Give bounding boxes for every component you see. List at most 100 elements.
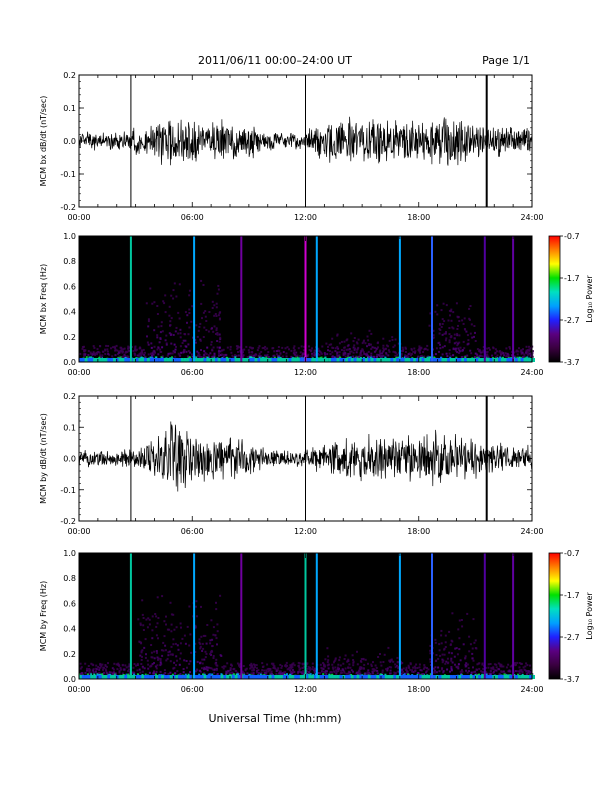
spectrogram-cell — [123, 353, 126, 356]
spectrogram-cell — [139, 623, 142, 626]
spectrogram-cell — [290, 672, 293, 675]
spectrogram-cell — [480, 670, 483, 673]
spectrogram-cell — [418, 350, 421, 353]
spectrogram-cell — [355, 351, 358, 354]
spectrogram-base-cell — [515, 675, 518, 679]
x-tick-label: 12:00 — [294, 527, 317, 536]
spectrogram-cell — [254, 354, 257, 357]
spectrogram-cell — [286, 346, 289, 349]
spectrogram-cell — [402, 667, 405, 670]
spectrogram-cell — [211, 673, 214, 676]
y-tick-label: 0.0 — [63, 137, 76, 146]
spectrogram-cell — [457, 347, 460, 350]
spectrogram-cell — [367, 339, 370, 342]
spectrogram-cell — [301, 353, 304, 356]
spectrogram-cell — [94, 670, 97, 673]
spectrogram-cell — [298, 666, 301, 669]
spectrogram-base-cell — [81, 675, 85, 679]
spectrogram-cell — [414, 350, 417, 353]
y-tick-label: 0.0 — [63, 675, 76, 684]
spectrogram-cell — [199, 339, 202, 342]
spectrogram-cell — [396, 656, 399, 659]
spectrogram-cell — [476, 663, 479, 666]
spectrogram-cell — [455, 341, 458, 344]
spectrogram-cell — [522, 355, 524, 358]
spectrogram-base-cell — [432, 358, 436, 362]
spectrogram-cell — [250, 666, 253, 669]
spectrogram-cell — [144, 656, 147, 659]
spectrogram-cell — [136, 669, 139, 672]
spectrogram-cell — [157, 353, 160, 356]
spectrogram-cell — [301, 667, 304, 669]
spectrogram-cell — [308, 671, 311, 674]
spectrogram-base-cell — [220, 675, 224, 679]
spectrogram-base-cell — [203, 358, 207, 362]
spectrogram-base-cell — [197, 358, 201, 362]
spectrogram-cell — [213, 352, 216, 355]
spectrogram-cell — [370, 356, 373, 359]
spectrogram-cell — [163, 302, 166, 305]
spectrogram-cell — [105, 671, 108, 674]
spectrogram-cell — [333, 671, 336, 673]
spectrogram-base-cell — [163, 358, 167, 362]
spectrogram-cell — [329, 671, 332, 674]
spectrogram-base-cell — [110, 358, 114, 362]
spectrogram-cell — [177, 648, 180, 651]
spectrogram-cell — [265, 672, 268, 675]
spectrogram-cell — [347, 355, 350, 357]
spectrogram-event-line — [240, 553, 243, 679]
spectrogram-cell — [198, 325, 201, 328]
spectrogram-base-cell — [260, 358, 264, 362]
spectrogram-base-cell — [226, 358, 230, 362]
spectrogram-cell — [286, 673, 288, 676]
spectrogram-cell — [366, 345, 368, 348]
spectrogram-cell — [337, 670, 340, 673]
spectrogram-cell — [100, 356, 103, 358]
spectrogram-cell — [189, 633, 192, 636]
spectrogram-cell — [335, 672, 338, 675]
spectrogram-cell — [126, 351, 129, 354]
spectrogram-base-cell — [481, 675, 484, 679]
spectrogram-cell — [290, 355, 293, 358]
spectrogram-cell — [229, 348, 232, 351]
spectrogram-cell — [441, 668, 443, 671]
spectrogram-cell — [301, 663, 304, 666]
spectrogram-base-cell — [124, 675, 128, 679]
spectrogram-cell — [376, 672, 379, 675]
spectrogram-cell — [156, 664, 159, 667]
spectrogram-cell — [476, 355, 479, 358]
spectrogram-cell — [403, 673, 406, 676]
spectrogram-cell — [437, 657, 440, 660]
spectrogram-cell — [191, 355, 194, 358]
spectrogram-cell — [263, 669, 266, 672]
spectrogram-cell — [474, 352, 477, 355]
spectrogram-base-cell — [314, 675, 317, 679]
spectrogram-cell — [481, 673, 484, 676]
spectrogram-cell — [191, 353, 194, 356]
spectrogram-base-cell — [135, 358, 139, 362]
spectrogram-cell — [173, 666, 176, 669]
spectrogram-cell — [89, 671, 92, 674]
spectrogram-cell — [143, 646, 146, 649]
spectrogram-base-cell — [311, 358, 315, 362]
spectrogram-cell — [147, 318, 150, 321]
spectrogram-cell — [183, 333, 186, 335]
spectrogram-cell — [392, 346, 395, 349]
spectrogram-cell — [162, 649, 165, 652]
spectrogram-base-cell — [478, 358, 482, 362]
spectrogram-cell — [502, 665, 505, 668]
spectrogram-cell — [391, 338, 394, 341]
spectrogram-cell — [340, 340, 343, 343]
spectrogram-cell — [143, 667, 146, 670]
spectrogram-cell — [525, 345, 528, 348]
spectrogram-cell — [320, 670, 323, 673]
spectrogram-cell — [212, 355, 215, 358]
spectrogram-base-cell — [217, 358, 221, 362]
spectrogram-cell — [446, 662, 449, 665]
spectrogram-cell — [149, 356, 152, 359]
spectrogram-cell — [476, 353, 479, 356]
spectrogram-cell — [97, 666, 100, 668]
spectrogram-cell — [141, 655, 143, 658]
spectrogram-cell — [453, 337, 456, 340]
spectrogram-cell — [100, 665, 103, 668]
